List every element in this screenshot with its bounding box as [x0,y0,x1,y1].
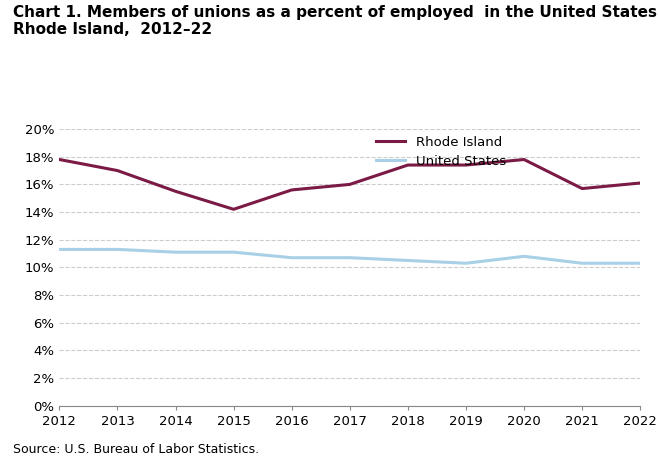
Rhode Island [462,162,470,168]
Rhode Island [114,168,121,173]
Rhode Island [230,207,238,212]
United States [462,260,470,266]
United States [578,260,586,266]
United States [346,255,354,260]
Text: Source: U.S. Bureau of Labor Statistics.: Source: U.S. Bureau of Labor Statistics. [13,443,259,456]
United States [636,260,644,266]
United States [55,247,63,252]
United States [172,249,180,255]
Rhode Island [288,187,296,193]
Rhode Island [578,186,586,191]
United States [404,258,412,263]
Line: United States: United States [59,249,640,263]
Rhode Island [346,182,354,187]
United States [114,247,121,252]
Line: Rhode Island: Rhode Island [59,160,640,209]
Rhode Island [404,162,412,168]
Rhode Island [172,189,180,194]
Legend: Rhode Island, United States: Rhode Island, United States [376,136,506,168]
United States [288,255,296,260]
Rhode Island [55,157,63,162]
United States [230,249,238,255]
Rhode Island [520,157,528,162]
Text: Chart 1. Members of unions as a percent of employed  in the United States and
Rh: Chart 1. Members of unions as a percent … [13,5,660,37]
Rhode Island [636,180,644,186]
United States [520,254,528,259]
